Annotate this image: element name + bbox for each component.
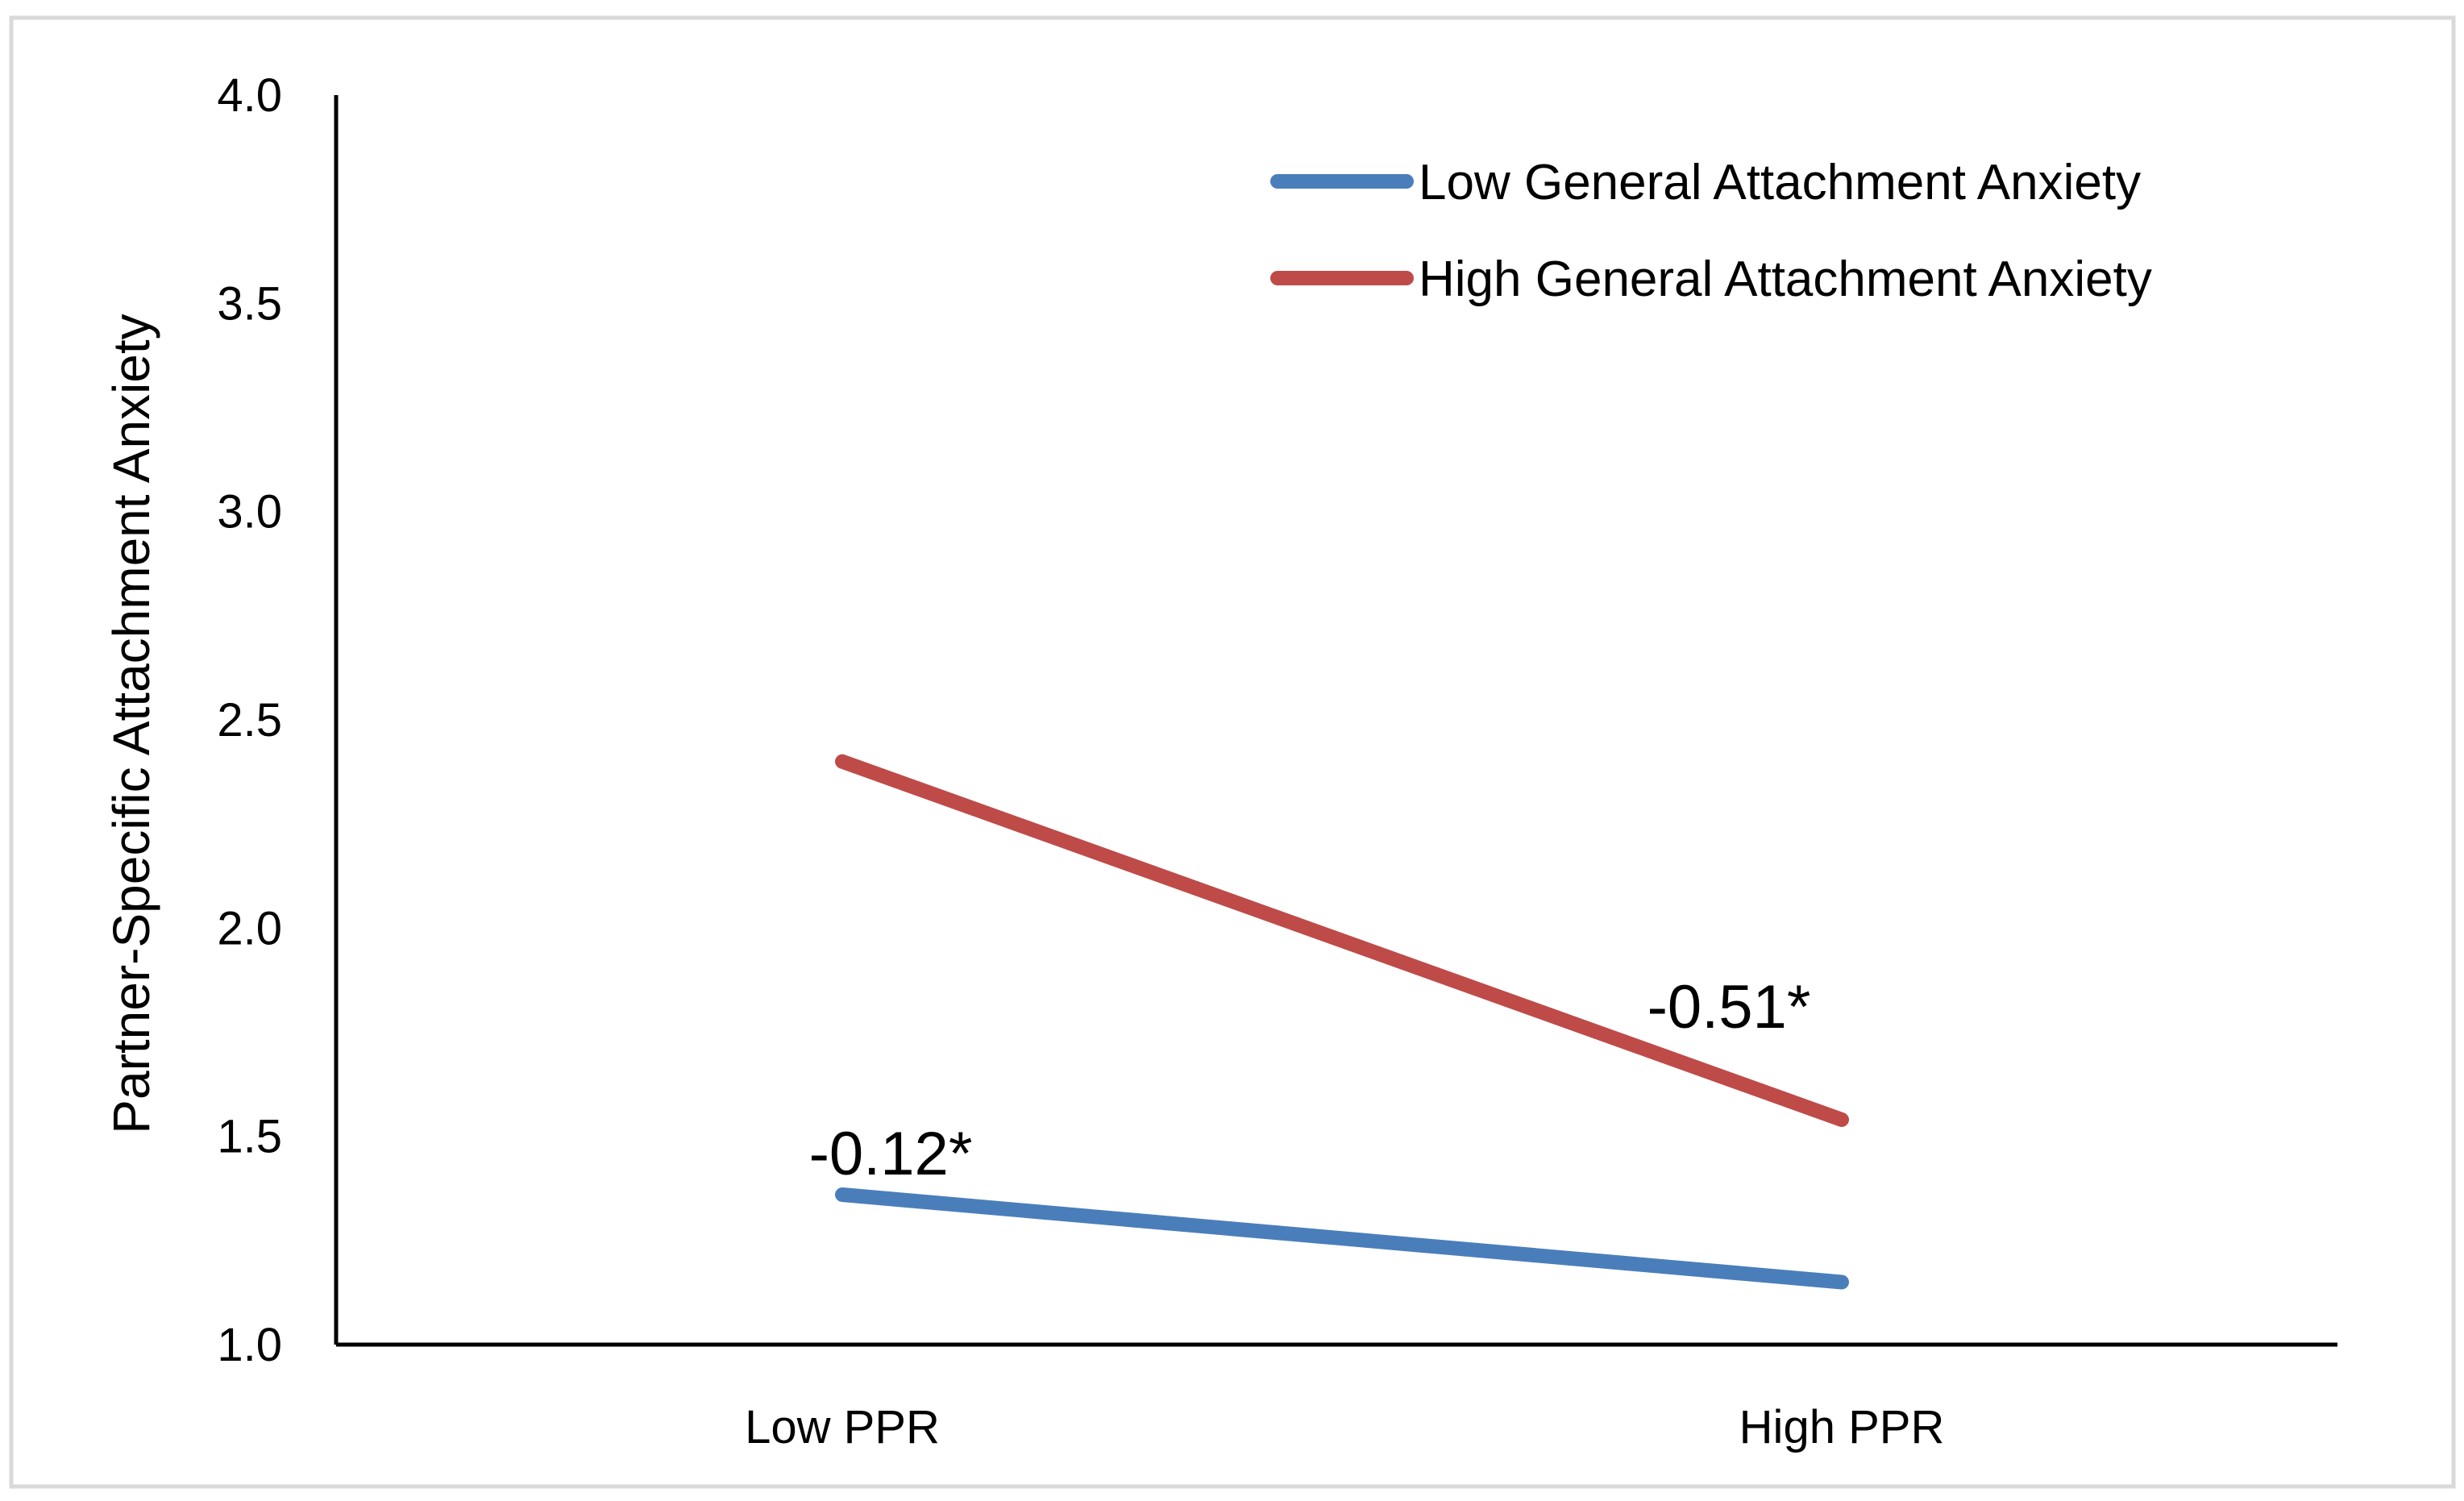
y-axis-label: Partner-Specific Attachment Anxiety (102, 314, 160, 1133)
y-tick-label: 3.5 (217, 277, 282, 330)
y-tick-label: 1.5 (217, 1111, 282, 1163)
y-tick-label: 2.0 (217, 902, 282, 954)
legend-label-low: Low General Attachment Anxiety (1419, 155, 2141, 210)
series-lines (835, 754, 1849, 1290)
y-tick-label: 4.0 (217, 69, 282, 122)
y-tick-label: 2.5 (217, 694, 282, 746)
series-line-high-general (835, 754, 1849, 1127)
legend-label-high: High General Attachment Anxiety (1419, 252, 2152, 307)
y-ticks: 1.0 1.5 2.0 2.5 3.0 3.5 4.0 (217, 69, 282, 1371)
x-ticks: Low PPR High PPR (745, 1401, 1944, 1453)
series-line-low-general (835, 1187, 1849, 1290)
annotation-low-slope: -0.12* (809, 1120, 973, 1188)
data-annotations: -0.12* -0.51* (809, 973, 1811, 1188)
y-tick-label: 1.0 (217, 1319, 282, 1371)
legend: Low General Attachment Anxiety High Gener… (1270, 155, 2152, 307)
x-tick-label: High PPR (1739, 1401, 1945, 1453)
y-tick-label: 3.0 (217, 486, 282, 538)
annotation-high-slope: -0.51* (1648, 973, 1811, 1042)
chart-border (9, 15, 2456, 1489)
x-tick-label: Low PPR (745, 1401, 940, 1453)
